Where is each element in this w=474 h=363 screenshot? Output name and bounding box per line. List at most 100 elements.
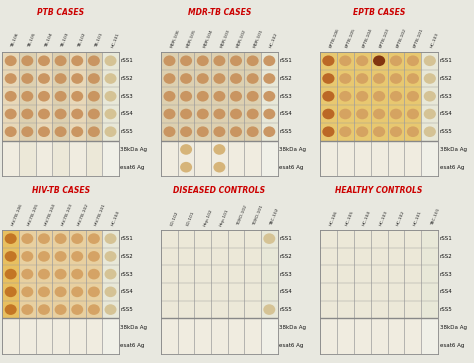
Bar	[371, 140, 388, 176]
Ellipse shape	[5, 126, 17, 137]
Text: EPTB-102: EPTB-102	[396, 28, 408, 49]
Ellipse shape	[71, 251, 83, 262]
Text: Hep-102: Hep-102	[203, 208, 213, 227]
Bar	[211, 318, 228, 354]
Bar	[194, 318, 211, 354]
Text: rSS2: rSS2	[440, 76, 452, 81]
Ellipse shape	[373, 126, 385, 137]
Bar	[2, 230, 19, 318]
Bar	[19, 318, 36, 354]
Bar	[337, 230, 354, 318]
Ellipse shape	[213, 91, 225, 102]
Ellipse shape	[71, 109, 83, 119]
Ellipse shape	[339, 73, 351, 84]
Ellipse shape	[21, 126, 33, 137]
Text: esat6 Ag: esat6 Ag	[120, 343, 145, 347]
Ellipse shape	[105, 269, 117, 280]
Ellipse shape	[339, 126, 351, 137]
Bar	[228, 52, 245, 140]
Bar	[36, 318, 52, 354]
Text: rSS4: rSS4	[120, 289, 133, 294]
Text: rSS3: rSS3	[440, 272, 452, 277]
Text: HC-104: HC-104	[110, 210, 120, 227]
Ellipse shape	[356, 91, 368, 102]
Ellipse shape	[105, 286, 117, 297]
Ellipse shape	[373, 109, 385, 119]
Ellipse shape	[390, 91, 402, 102]
Bar	[69, 230, 85, 318]
Bar	[371, 52, 388, 140]
Bar	[19, 52, 36, 140]
Bar	[245, 230, 261, 318]
Text: rSS5: rSS5	[279, 307, 292, 312]
Text: rSS2: rSS2	[279, 76, 292, 81]
Text: MDR-102: MDR-102	[236, 29, 247, 49]
Text: MDR-TB CASES: MDR-TB CASES	[188, 8, 251, 17]
Ellipse shape	[5, 304, 17, 315]
Ellipse shape	[264, 233, 275, 244]
Bar	[69, 52, 85, 140]
Bar	[19, 140, 36, 176]
Text: rSS2: rSS2	[120, 76, 133, 81]
Bar	[52, 140, 69, 176]
Ellipse shape	[356, 73, 368, 84]
Bar	[102, 318, 119, 354]
Ellipse shape	[180, 126, 192, 137]
Ellipse shape	[71, 91, 83, 102]
Bar	[371, 230, 388, 318]
Text: esat6 Ag: esat6 Ag	[440, 343, 464, 347]
Bar	[36, 52, 52, 140]
Ellipse shape	[38, 269, 50, 280]
Text: HIV-TB-104: HIV-TB-104	[44, 203, 57, 227]
Ellipse shape	[390, 126, 402, 137]
Ellipse shape	[71, 73, 83, 84]
Ellipse shape	[322, 73, 335, 84]
Ellipse shape	[407, 73, 419, 84]
Ellipse shape	[180, 91, 192, 102]
Text: EPTB CASES: EPTB CASES	[353, 8, 405, 17]
Bar	[404, 230, 421, 318]
Ellipse shape	[230, 126, 242, 137]
Ellipse shape	[424, 73, 436, 84]
Text: TB-104: TB-104	[44, 33, 54, 49]
Ellipse shape	[264, 109, 275, 119]
Ellipse shape	[322, 109, 335, 119]
Text: rSS3: rSS3	[279, 272, 292, 277]
Bar	[178, 140, 194, 176]
Bar	[354, 230, 371, 318]
Ellipse shape	[390, 73, 402, 84]
Bar	[211, 52, 228, 140]
Ellipse shape	[356, 56, 368, 66]
Ellipse shape	[105, 304, 117, 315]
Ellipse shape	[21, 109, 33, 119]
Text: EPTB-103: EPTB-103	[379, 28, 391, 49]
Ellipse shape	[21, 251, 33, 262]
Text: rSS4: rSS4	[120, 111, 133, 117]
Ellipse shape	[105, 233, 117, 244]
Text: 38kDa Ag: 38kDa Ag	[120, 147, 147, 152]
Ellipse shape	[407, 126, 419, 137]
Bar	[245, 140, 261, 176]
Ellipse shape	[71, 269, 83, 280]
Bar	[228, 140, 245, 176]
Ellipse shape	[197, 73, 209, 84]
Ellipse shape	[38, 286, 50, 297]
Ellipse shape	[88, 56, 100, 66]
Ellipse shape	[55, 269, 66, 280]
Bar	[388, 230, 404, 318]
Text: EPTB-106: EPTB-106	[328, 28, 340, 49]
Ellipse shape	[197, 56, 209, 66]
Ellipse shape	[21, 91, 33, 102]
Ellipse shape	[373, 91, 385, 102]
Text: rSS5: rSS5	[120, 129, 133, 134]
Bar	[211, 230, 228, 318]
Ellipse shape	[88, 286, 100, 297]
Bar	[102, 140, 119, 176]
Ellipse shape	[197, 109, 209, 119]
Ellipse shape	[180, 109, 192, 119]
Ellipse shape	[5, 286, 17, 297]
Text: rSS4: rSS4	[440, 111, 452, 117]
Text: rSS4: rSS4	[440, 289, 452, 294]
Ellipse shape	[88, 126, 100, 137]
Text: HC-103: HC-103	[430, 32, 439, 49]
